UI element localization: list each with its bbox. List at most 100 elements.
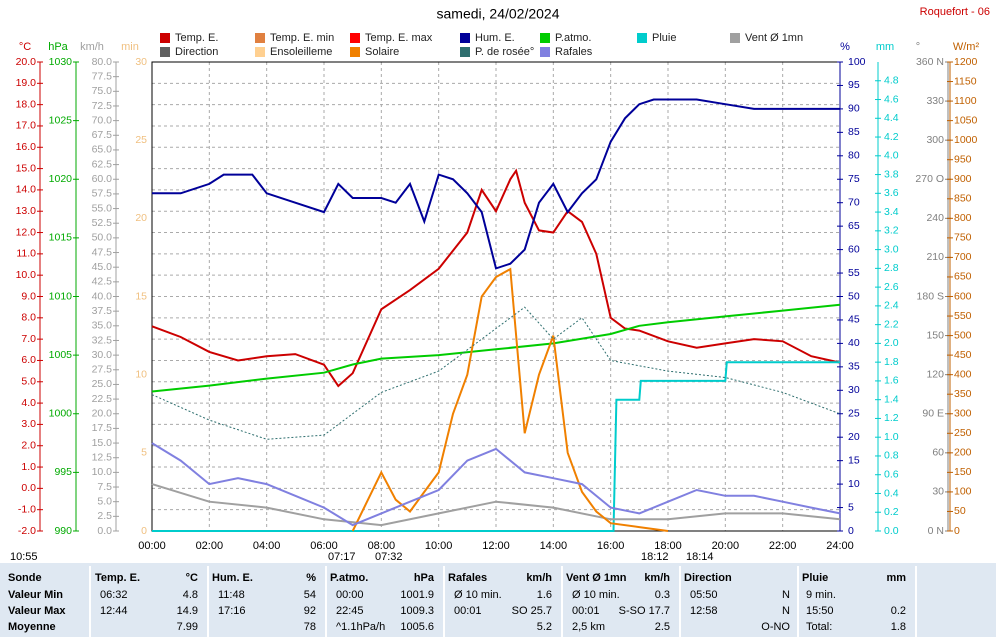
y-tick-label: 240	[926, 212, 944, 224]
x-tick-label: 00:00	[138, 540, 166, 552]
y-tick-label: 210	[926, 251, 944, 263]
y-tick-label: 100	[954, 486, 972, 498]
table-cell: 1.8	[891, 621, 906, 633]
legend-label: P. de rosée°	[475, 46, 534, 58]
y-tick-label: 4.4	[884, 112, 899, 124]
y-tick-label: 70	[848, 196, 860, 208]
y-tick-label: 12.5	[92, 452, 113, 464]
y-tick-label: 3.2	[884, 225, 899, 237]
table-cell: N	[782, 605, 790, 617]
y-tick-label: 150	[954, 466, 972, 478]
table-cell: Total:	[806, 621, 832, 633]
table-header: %	[306, 572, 316, 584]
x-tick-label: 12:00	[482, 540, 510, 552]
legend-label: Hum. E.	[475, 32, 515, 44]
table-header: Temp. E.	[95, 572, 140, 584]
y-tick-label: 1100	[954, 95, 977, 107]
y-tick-label: 14.0	[16, 184, 37, 196]
y-tick-label: 995	[54, 466, 72, 478]
y-tick-label: 2.5	[97, 510, 112, 522]
y-tick-label: 800	[954, 212, 972, 224]
y-tick-label: 950	[954, 153, 972, 165]
y-tick-label: 67.5	[92, 129, 113, 141]
table-cell: 05:50	[690, 589, 718, 601]
y-tick-label: 10	[848, 478, 860, 490]
table-cell: 7.99	[177, 621, 198, 633]
time-annotation: 07:32	[375, 551, 403, 563]
series-line	[151, 306, 841, 440]
legend-swatch	[350, 33, 360, 43]
y-tick-label: 5	[848, 501, 854, 513]
legend-label: Vent Ø 1mn	[745, 32, 803, 44]
axis-unit: min	[121, 41, 139, 53]
x-tick-label: 24:00	[826, 540, 854, 552]
y-tick-label: 5.0	[97, 495, 112, 507]
axis-unit: hPa	[48, 41, 68, 53]
y-tick-label: 360 N	[916, 56, 944, 68]
table-cell: 22:45	[336, 605, 364, 617]
y-tick-label: 3.8	[884, 168, 899, 180]
y-tick-label: 300	[926, 134, 944, 146]
table-cell: 1009.3	[400, 605, 434, 617]
y-tick-label: 700	[954, 251, 972, 263]
legend-label: Temp. E.	[175, 32, 218, 44]
y-tick-label: 60	[932, 447, 944, 459]
y-tick-label: 0.8	[884, 450, 899, 462]
y-tick-label: 45.0	[92, 261, 113, 273]
y-tick-label: 10.0	[16, 269, 37, 281]
series-line	[151, 483, 841, 527]
table-cell: N	[782, 589, 790, 601]
table-header: Rafales	[448, 572, 487, 584]
y-tick-label: 19.0	[16, 77, 37, 89]
y-tick-label: 50	[954, 505, 966, 517]
y-tick-label: 0.0	[21, 482, 36, 494]
y-tick-label: 1.8	[884, 356, 899, 368]
y-tick-label: 32.5	[92, 334, 113, 346]
y-tick-label: 9.0	[21, 290, 36, 302]
y-tick-label: 10.0	[92, 466, 113, 478]
table-cell: 11:48	[218, 589, 245, 601]
table-cell: 1.6	[537, 589, 552, 601]
y-tick-label: 1025	[49, 114, 73, 126]
table-cell: Ø 10 min.	[572, 589, 620, 601]
table-cell: O-NO	[761, 621, 790, 633]
x-tick-label: 06:00	[310, 540, 338, 552]
y-tick-label: 12.0	[16, 226, 37, 238]
y-tick-label: 90	[848, 103, 860, 115]
y-tick-label: 1010	[49, 290, 73, 302]
y-tick-label: 7.0	[21, 333, 36, 345]
y-tick-label: 1050	[954, 114, 978, 126]
x-tick-label: 22:00	[769, 540, 797, 552]
y-tick-label: 1.0	[21, 461, 36, 473]
legend-swatch	[160, 47, 170, 57]
legend-swatch	[255, 33, 265, 43]
axis-unit: km/h	[80, 41, 104, 53]
y-tick-label: 1150	[954, 75, 977, 87]
y-tick-label: 60.0	[92, 173, 113, 185]
y-tick-label: 180 S	[917, 290, 944, 302]
y-tick-label: 95	[848, 79, 860, 91]
y-tick-label: 20	[848, 431, 860, 443]
y-tick-label: 1000	[49, 408, 73, 420]
y-tick-label: 500	[954, 329, 972, 341]
y-tick-label: 18.0	[16, 98, 37, 110]
y-tick-label: 0	[141, 525, 147, 537]
y-tick-label: 15.0	[92, 437, 113, 449]
y-tick-label: 6.0	[21, 354, 36, 366]
time-annotation: 07:17	[328, 551, 356, 563]
y-tick-label: 1.2	[884, 412, 899, 424]
y-tick-label: 0.0	[97, 525, 112, 537]
y-tick-label: 20.0	[16, 56, 37, 68]
table-cell: Valeur Max	[8, 605, 66, 617]
y-tick-label: 22.5	[92, 393, 113, 405]
x-tick-label: 18:00	[654, 540, 682, 552]
y-tick-label: 11.0	[16, 248, 36, 260]
y-tick-label: 2.6	[884, 281, 899, 293]
y-tick-label: 17.0	[16, 120, 37, 132]
y-tick-label: 550	[954, 310, 972, 322]
axis-unit: %	[840, 41, 850, 53]
y-tick-label: 77.5	[92, 70, 113, 82]
y-tick-label: 25	[848, 408, 860, 420]
y-tick-label: 450	[954, 349, 972, 361]
x-tick-label: 04:00	[253, 540, 281, 552]
